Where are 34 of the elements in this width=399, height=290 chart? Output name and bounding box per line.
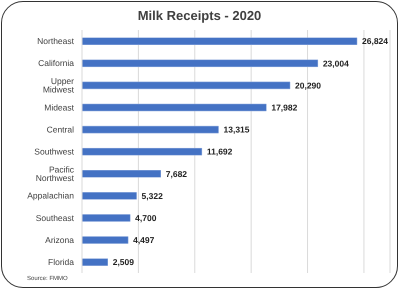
y-tick-label: Southeast xyxy=(36,212,75,223)
y-tick-label: Southwest xyxy=(34,146,75,157)
bar xyxy=(82,126,219,134)
data-label: 13,315 xyxy=(224,124,250,135)
bar xyxy=(82,170,162,178)
y-tick-label: Pacific Northwest xyxy=(36,164,75,183)
chart-title: Milk Receipts - 2020 xyxy=(136,8,262,23)
data-label: 2,509 xyxy=(112,257,134,268)
bar xyxy=(82,104,267,112)
bar xyxy=(82,214,130,222)
data-label: 23,004 xyxy=(322,58,350,68)
bar xyxy=(82,60,318,68)
y-tick-label: Northeast xyxy=(37,36,75,46)
data-label: 26,824 xyxy=(362,36,388,46)
y-tick-label: Arizona xyxy=(45,234,74,245)
y-tick-label: Central xyxy=(46,124,74,134)
bar xyxy=(82,258,108,266)
bar xyxy=(82,37,358,45)
data-label: 17,982 xyxy=(271,102,298,113)
bar xyxy=(82,192,137,200)
data-label: 4,497 xyxy=(133,235,155,246)
bar xyxy=(82,148,202,156)
data-label: 11,692 xyxy=(206,146,233,157)
data-label: 7,682 xyxy=(166,168,188,179)
data-label: 4,700 xyxy=(135,212,157,223)
data-label: 5,322 xyxy=(142,190,164,201)
y-tick-label: California xyxy=(38,58,74,68)
y-tick-label: Mideast xyxy=(44,102,75,112)
data-label: 20,290 xyxy=(295,80,322,90)
y-tick-label: Upper Midwest xyxy=(42,76,75,94)
bar xyxy=(82,82,290,90)
y-tick-label: Appalachian xyxy=(27,190,74,201)
y-tick-label: Florida xyxy=(48,256,74,267)
bar xyxy=(82,236,128,244)
